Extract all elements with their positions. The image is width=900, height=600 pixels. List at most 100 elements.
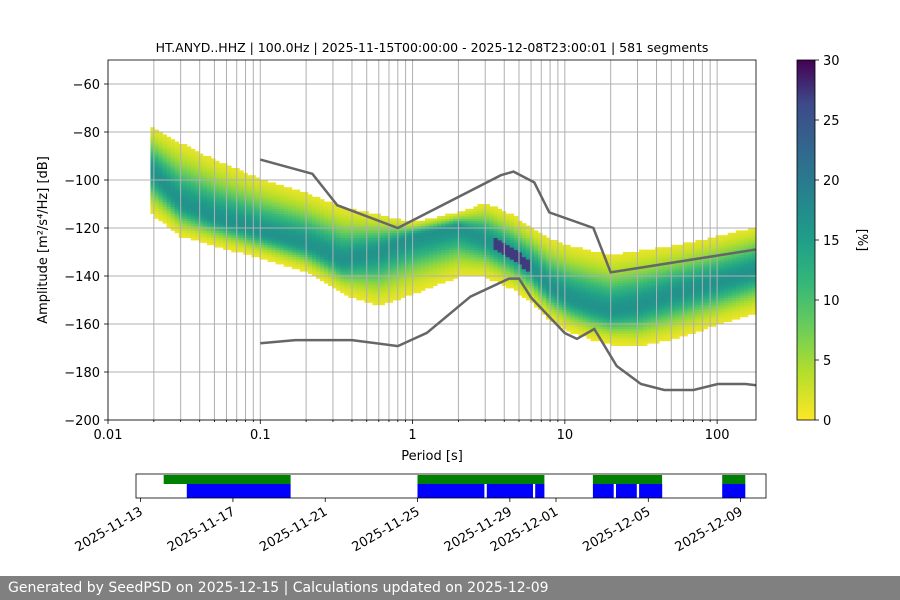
density-cell: [215, 230, 220, 234]
density-cell: [158, 196, 163, 200]
density-cell: [550, 288, 555, 291]
density-cell: [449, 232, 454, 236]
density-cell: [429, 259, 434, 262]
density-cell: [287, 194, 293, 198]
density-cell: [267, 196, 272, 200]
density-cell: [513, 216, 519, 219]
density-cell: [663, 254, 668, 258]
density-cell: [554, 268, 559, 272]
density-cell: [223, 192, 228, 195]
density-cell: [412, 280, 418, 284]
density-cell: [384, 273, 390, 277]
density-cell: [647, 328, 652, 332]
density-cell: [477, 244, 482, 248]
density-cell: [574, 271, 579, 274]
density-cell: [344, 232, 349, 236]
density-cell: [275, 230, 281, 234]
density-cell: [513, 220, 519, 224]
density-cell: [360, 266, 365, 270]
density-cell: [429, 252, 434, 255]
density-cell: [392, 220, 398, 224]
density-cell: [344, 254, 349, 258]
density-cell: [211, 216, 216, 219]
density-cell: [626, 336, 632, 339]
density-cell: [497, 235, 503, 238]
density-cell: [505, 230, 511, 234]
density-cell: [671, 314, 676, 318]
density-cell: [287, 247, 293, 250]
density-cell: [328, 242, 333, 246]
density-cell: [497, 271, 503, 274]
density-cell: [558, 249, 563, 253]
density-cell: [473, 223, 478, 226]
density-cell: [404, 242, 410, 246]
density-cell: [420, 235, 426, 238]
density-cell: [630, 295, 636, 298]
density-cell: [513, 228, 519, 231]
density-cell: [202, 220, 208, 224]
density-cell: [158, 156, 163, 159]
density-cell: [586, 268, 591, 272]
density-cell: [299, 206, 305, 210]
density-cell: [344, 288, 349, 291]
density-cell: [202, 211, 208, 214]
density-cell: [719, 302, 725, 306]
density-cell: [174, 223, 180, 226]
density-cell: [671, 326, 676, 330]
density-cell: [412, 252, 418, 255]
density-cell: [154, 132, 159, 135]
density-cell: [396, 218, 402, 222]
density-cell: [671, 316, 676, 320]
density-cell: [186, 218, 192, 222]
density-cell: [663, 292, 668, 296]
density-cell: [727, 285, 733, 289]
density-cell: [542, 244, 547, 248]
density-cell: [267, 242, 272, 246]
density-cell: [420, 237, 426, 241]
density-cell: [598, 254, 603, 258]
density-cell: [392, 230, 398, 234]
density-cell: [554, 240, 559, 243]
density-cell: [638, 295, 644, 298]
density-cell: [655, 259, 660, 262]
density-cell: [348, 280, 353, 284]
density-cell: [324, 235, 329, 238]
density-cell: [154, 158, 159, 162]
density-cell: [655, 261, 660, 265]
density-cell: [469, 256, 474, 260]
density-cell: [259, 240, 264, 243]
density-cell: [558, 288, 563, 291]
density-cell: [610, 259, 616, 262]
density-cell: [190, 194, 196, 198]
density-cell: [663, 283, 668, 286]
density-cell: [275, 201, 281, 205]
density-cell: [449, 249, 454, 253]
density-cell: [727, 314, 733, 318]
density-cell: [647, 319, 652, 322]
density-cell: [279, 213, 285, 217]
density-cell: [715, 297, 721, 301]
density-cell: [667, 288, 672, 291]
density-cell: [703, 252, 708, 255]
density-cell: [336, 242, 341, 246]
density-cell: [388, 300, 394, 303]
density-cell: [679, 304, 684, 308]
density-cell: [723, 237, 729, 241]
density-cell: [372, 225, 377, 229]
density-cell: [703, 247, 708, 250]
density-cell: [481, 271, 486, 274]
density-cell: [671, 244, 676, 248]
density-cell: [392, 280, 398, 284]
density-cell: [630, 309, 636, 313]
density-cell: [170, 208, 176, 212]
density-cell: [671, 249, 676, 253]
density-cell: [675, 244, 680, 248]
density-cell: [400, 290, 406, 294]
density-cell: [521, 266, 527, 270]
density-cell: [182, 189, 188, 193]
density-cell: [352, 228, 357, 231]
density-cell: [348, 295, 353, 298]
density-cell: [416, 271, 422, 274]
density-cell: [380, 247, 385, 250]
density-cell: [194, 187, 200, 190]
